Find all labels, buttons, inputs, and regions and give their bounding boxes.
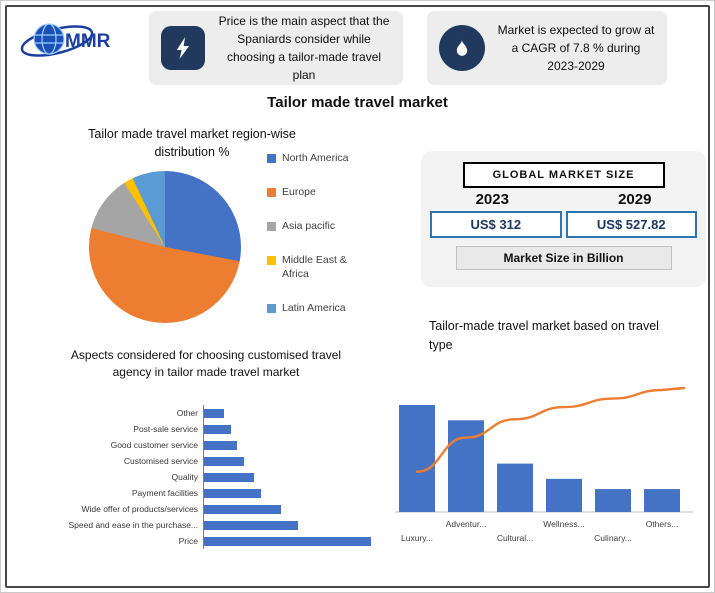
bar-row: Quality xyxy=(49,469,371,485)
pareto-category-label: Cultural... xyxy=(497,533,533,543)
bar-track xyxy=(203,517,371,533)
callout-cagr: Market is expected to grow at a CAGR of … xyxy=(427,11,667,85)
legend-label: Middle East & Africa xyxy=(282,254,347,280)
bar-label: Customised service xyxy=(123,456,198,466)
bar-row: Good customer service xyxy=(49,437,371,453)
value-2023: US$ 312 xyxy=(430,211,562,238)
pareto-bar xyxy=(399,405,435,512)
bar-row: Speed and ease in the purchase... xyxy=(49,517,371,533)
bar-label: Good customer service xyxy=(110,440,198,450)
logo-globe-lines xyxy=(33,23,65,55)
market-size-years: 2023 2029 xyxy=(421,191,706,208)
pareto-bar xyxy=(448,420,484,512)
pareto-bar xyxy=(546,478,582,512)
bar-track xyxy=(203,485,371,501)
callout-price-text: Price is the main aspect that the Spania… xyxy=(218,14,390,82)
bar-row: Wide offer of products/services xyxy=(49,501,371,517)
bar xyxy=(204,520,298,530)
bar-track xyxy=(203,501,371,517)
bar-label: Speed and ease in the purchase... xyxy=(68,520,198,530)
bar xyxy=(204,408,225,418)
legend-item: Latin America xyxy=(267,302,371,315)
pareto-category-label: Adventur... xyxy=(446,519,487,529)
cumulative-line xyxy=(415,386,686,473)
bar-track xyxy=(203,405,371,421)
region-pie xyxy=(89,171,241,323)
year-2029: 2029 xyxy=(618,191,652,208)
logo-globe-icon xyxy=(34,24,64,54)
market-size-header: GLOBAL MARKET SIZE xyxy=(462,162,665,188)
pie-chart-title: Tailor made travel market region-wise di… xyxy=(88,127,296,160)
page-title: Tailor made travel market xyxy=(267,94,448,111)
bar xyxy=(204,472,255,482)
bar xyxy=(204,456,245,466)
legend-label: Latin America xyxy=(282,301,346,314)
travel-type-chart-svg: Luxury... Adventur... Cultural... Wellness.… xyxy=(395,386,693,543)
flame-icon xyxy=(439,25,485,71)
global-market-size-panel: GLOBAL MARKET SIZE 2023 2029 US$ 312 US$… xyxy=(421,151,706,287)
bar-row: Price xyxy=(49,533,371,549)
callout-price: Price is the main aspect that the Spania… xyxy=(149,11,403,85)
bar xyxy=(204,488,261,498)
value-2029: US$ 527.82 xyxy=(565,211,697,238)
pie-legend: North America Europe Asia pacific Middle Ea… xyxy=(267,152,371,315)
bar xyxy=(204,440,238,450)
bar-row: Payment facilities xyxy=(49,485,371,501)
legend-label: Asia pacific xyxy=(282,220,336,233)
bar xyxy=(204,504,281,514)
travel-type-chart-title: Tailor-made travel market based on trave… xyxy=(429,319,659,352)
bar-row: Customised service xyxy=(49,453,371,469)
legend-swatch xyxy=(267,222,276,232)
travel-type-chart: Luxury... Adventur... Cultural... Wellness.… xyxy=(391,385,709,559)
pareto-bar xyxy=(644,489,680,512)
bar-track xyxy=(203,469,371,485)
bar-row: Other xyxy=(49,405,371,421)
legend-label: North America xyxy=(282,152,349,164)
aspects-chart-title: Aspects considered for choosing customis… xyxy=(70,348,342,380)
bar-label: Payment facilities xyxy=(131,488,198,498)
bar-label: Quality xyxy=(171,472,198,482)
bar-label: Post-sale service xyxy=(133,424,198,434)
pareto-category-label: Culinary... xyxy=(594,533,632,543)
bar-label: Price xyxy=(178,536,198,546)
pareto-bar xyxy=(497,463,533,512)
lightning-icon xyxy=(161,26,205,70)
legend-swatch xyxy=(267,154,276,163)
market-size-values: US$ 312 US$ 527.82 xyxy=(421,211,706,238)
bar-track xyxy=(203,421,371,437)
bar-track xyxy=(203,453,371,469)
legend-swatch xyxy=(267,188,276,198)
mmr-logo: MMR xyxy=(20,23,111,57)
legend-item: Asia pacific xyxy=(267,220,371,233)
logo-text: MMR xyxy=(65,31,111,52)
legend-swatch xyxy=(267,256,276,266)
pareto-category-label: Luxury... xyxy=(401,533,433,543)
bar-track xyxy=(203,533,371,549)
market-size-footer: Market Size in Billion xyxy=(455,246,672,270)
bar-track xyxy=(203,437,371,453)
legend-item: Europe xyxy=(267,186,371,199)
year-2023: 2023 xyxy=(475,191,509,208)
aspects-chart: Other Post-sale service Good customer serv… xyxy=(49,405,371,549)
bar-label: Other xyxy=(176,408,198,418)
pareto-category-label: Others... xyxy=(646,519,679,529)
bar xyxy=(204,424,231,434)
legend-label: Europe xyxy=(282,186,316,199)
callout-cagr-text: Market is expected to grow at a CAGR of … xyxy=(497,23,655,73)
bar-label: Wide offer of products/services xyxy=(81,504,198,514)
pareto-bar xyxy=(595,489,631,512)
bar-row: Post-sale service xyxy=(49,421,371,437)
bar xyxy=(204,536,371,546)
legend-item: North America xyxy=(267,152,371,165)
pareto-category-label: Wellness... xyxy=(543,519,584,529)
legend-swatch xyxy=(267,303,276,313)
legend-item: Middle East & Africa xyxy=(267,254,371,280)
